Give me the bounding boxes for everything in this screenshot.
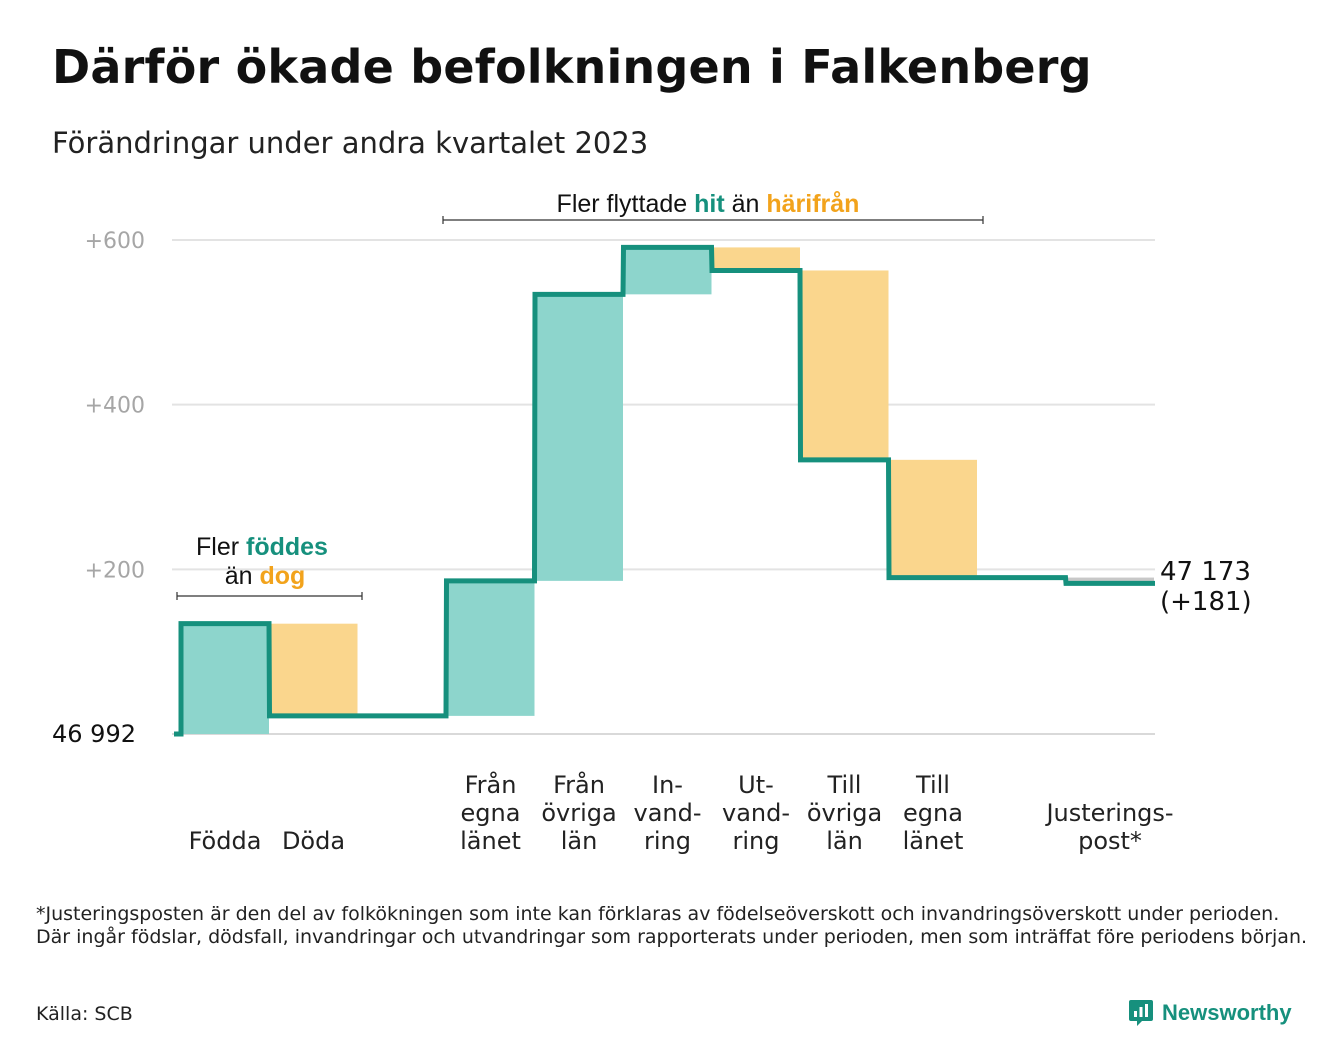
x-category-label: länet xyxy=(460,827,521,855)
x-category-label: Justerings- xyxy=(1044,799,1173,827)
annotation-text: än xyxy=(225,562,260,590)
x-category-label: Ut- xyxy=(738,771,774,799)
bar-increase xyxy=(623,247,712,295)
bar-increase xyxy=(535,294,623,581)
annotation-highlight-here: hit xyxy=(694,190,725,218)
footnote: *Justeringsposten är den del av folkökni… xyxy=(36,903,1308,948)
x-category-label: övriga xyxy=(807,799,882,827)
annotation-highlight-away: härifrån xyxy=(766,190,859,218)
bar-decrease xyxy=(269,623,358,716)
brand-logo: Newsworthy xyxy=(1128,998,1292,1028)
x-category-label: Döda xyxy=(282,827,345,855)
x-category-label: Till xyxy=(915,771,950,799)
brand-name: Newsworthy xyxy=(1162,1000,1292,1025)
x-category-label: Från xyxy=(465,770,517,799)
chart-title: Därför ökade befolkningen i Falkenberg xyxy=(52,40,1092,94)
annotation-migration: Fler flyttade hit än härifrån xyxy=(557,190,860,218)
y-tick-label: +600 xyxy=(85,229,145,254)
source-note: Källa: SCB xyxy=(36,1003,133,1025)
x-category-label: egna xyxy=(903,799,963,827)
end-change-label: (+181) xyxy=(1160,587,1252,617)
x-category-label: egna xyxy=(461,799,521,827)
annotation-births-line1: Fler föddes xyxy=(196,533,328,561)
chart-subtitle: Förändringar under andra kvartalet 2023 xyxy=(52,126,649,160)
annotation-highlight-born: föddes xyxy=(246,533,328,561)
bar-adjustment xyxy=(1066,577,1154,584)
end-value-label: 47 173 xyxy=(1160,557,1251,587)
y-tick-label: +400 xyxy=(85,394,145,419)
x-category-label: ring xyxy=(644,827,691,855)
x-category-label: Till xyxy=(827,771,862,799)
bar-decrease xyxy=(889,459,977,578)
x-category-label: vand- xyxy=(722,799,790,827)
annotation-highlight-died: dog xyxy=(259,562,305,590)
bar-increase xyxy=(446,580,535,716)
start-value-label: 46 992 xyxy=(52,720,136,748)
x-category-label: länet xyxy=(903,827,964,855)
x-category-label: län xyxy=(826,827,863,855)
annotation-text: Fler xyxy=(196,533,246,561)
annotation-births-line2: än dog xyxy=(225,562,306,590)
bar-decrease xyxy=(712,247,800,271)
x-category-label: län xyxy=(561,827,598,855)
x-category-label: övriga xyxy=(541,799,616,827)
cumulative-step-line xyxy=(174,244,1155,737)
bar-decrease xyxy=(800,270,889,460)
bar-increase xyxy=(181,623,269,734)
newsworthy-chart-bubble-icon xyxy=(1129,1000,1153,1026)
x-category-label: In- xyxy=(652,771,683,799)
x-category-label: ring xyxy=(733,827,780,855)
x-category-label: vand- xyxy=(633,799,701,827)
annotation-text: än xyxy=(725,190,767,218)
y-tick-label: +200 xyxy=(85,558,145,583)
annotation-text: Fler flyttade xyxy=(557,190,695,218)
x-category-label: post* xyxy=(1078,827,1142,855)
x-category-label: Från xyxy=(553,770,605,799)
x-category-label: Födda xyxy=(189,827,262,855)
